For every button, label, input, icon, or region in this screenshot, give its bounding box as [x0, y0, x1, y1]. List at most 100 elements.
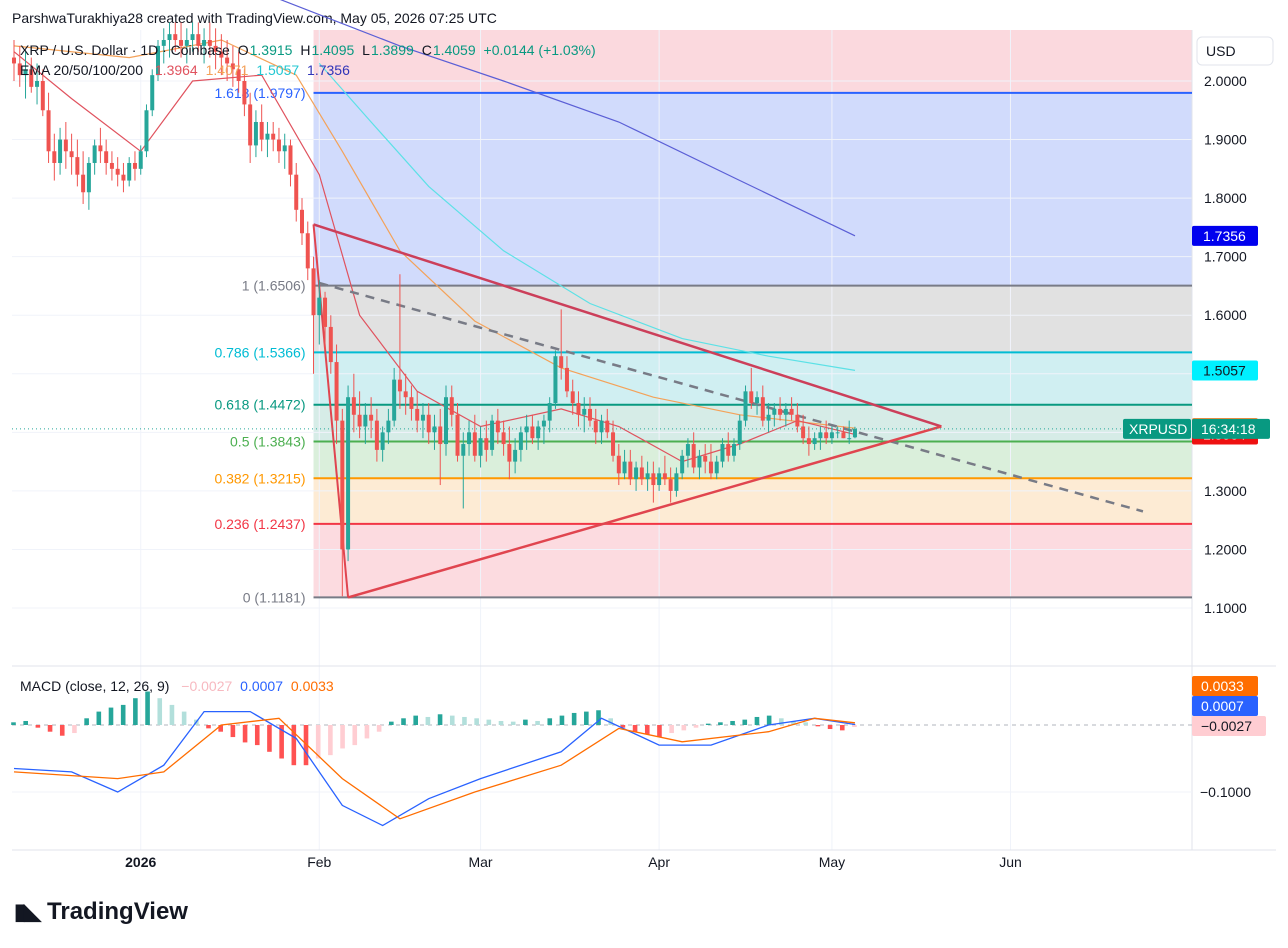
time-axis: 2026 Feb Mar Apr May Jun — [125, 854, 1022, 870]
candle-body — [415, 408, 420, 421]
time-tick-label: Feb — [307, 854, 331, 870]
candle-body — [570, 391, 575, 404]
candle-body — [812, 438, 817, 445]
candle-body — [69, 151, 74, 158]
macd-histogram-bar — [47, 725, 53, 732]
candle-body — [674, 473, 679, 491]
ema-line — [13, 39, 856, 429]
macd-histogram-bar — [462, 716, 467, 725]
candle-body — [461, 444, 466, 456]
macd-pane: −0.1000 0.0033 0.0007 −0.0027 — [11, 676, 1266, 827]
price-tick-label: 1.2000 — [1204, 541, 1247, 557]
candle-body — [386, 420, 391, 433]
macd-histogram-bar — [827, 725, 833, 730]
candle-body — [207, 40, 212, 46]
ohlc-legend: XRP / U.S. Dollar · 1D · Coinbase O1.391… — [20, 42, 600, 58]
candle-body — [363, 414, 368, 427]
fib-label: 1 (1.6506) — [242, 278, 306, 294]
macd-histogram-bar — [681, 725, 687, 731]
macd-histogram-bar — [547, 718, 553, 725]
fib-band — [313, 441, 1192, 479]
candle-body — [495, 420, 500, 433]
time-tick-label: May — [819, 854, 845, 870]
macd-histogram-bar — [644, 725, 650, 735]
macd-histogram-bar — [254, 725, 260, 746]
candle-body — [225, 57, 230, 64]
macd-tick-label: −0.1000 — [1200, 784, 1251, 800]
macd-hist-value: −0.0027 — [181, 678, 233, 694]
candle-body — [841, 432, 846, 439]
candle-body — [115, 168, 120, 175]
macd-histogram-bar — [523, 719, 528, 725]
price-tick-label: 1.3000 — [1204, 483, 1247, 499]
fib-label: 0.618 (1.4472) — [214, 397, 305, 413]
tradingview-logo[interactable]: ▮◣ TradingView — [14, 898, 188, 926]
symbol-badge — [1123, 418, 1191, 439]
fib-band — [313, 404, 1192, 442]
macd-histogram-bar — [279, 725, 284, 759]
fib-levels: 1.618 (1.9797) 1 (1.6506) 0.786 (1.5366) 0.… — [214, 85, 1192, 605]
macd-legend: MACD (close, 12, 26, 9) −0.0027 0.0007 0… — [20, 678, 338, 694]
candle-body — [772, 408, 777, 415]
candle-body — [708, 461, 713, 474]
macd-histogram-bar — [657, 725, 662, 738]
candle-body — [196, 34, 201, 46]
candle-body — [346, 397, 351, 550]
candle-body — [420, 414, 425, 421]
candle-body — [801, 426, 806, 439]
candle-body — [12, 57, 16, 64]
candle-body — [639, 467, 644, 480]
symbol-label: XRP / U.S. Dollar · 1D · Coinbase — [20, 42, 230, 58]
countdown-label: 16:34:18 — [1201, 421, 1256, 437]
fib-band — [313, 92, 1192, 286]
candle-body — [351, 397, 356, 415]
candle-body — [230, 63, 235, 70]
candle-body — [17, 63, 22, 76]
candle-body — [507, 444, 512, 462]
macd-line-value: 0.0007 — [240, 678, 283, 694]
candle-body — [749, 391, 754, 404]
macd-signal-value: 0.0033 — [290, 678, 334, 694]
open-value: 1.3915 — [249, 42, 293, 58]
candle-body — [248, 104, 253, 146]
candle-body — [132, 162, 137, 169]
candle-body — [541, 420, 546, 427]
macd-histogram-bar — [449, 715, 455, 725]
candle-body — [184, 40, 189, 46]
macd-histogram-bar — [437, 714, 443, 725]
candle-body — [685, 444, 690, 456]
countdown-badge — [1192, 418, 1270, 439]
candle-body — [616, 455, 621, 474]
candle-body — [46, 110, 51, 152]
price-axis: 2.00001.90001.80001.70001.60001.50001.40… — [1123, 36, 1274, 616]
symbol-badge-label: XRPUSD — [1129, 421, 1187, 437]
candle-body — [236, 69, 241, 81]
candle-body — [323, 297, 328, 327]
candle-body — [536, 426, 541, 439]
candle-body — [179, 40, 184, 46]
candle-body — [161, 40, 166, 46]
price-badge-label: 1.5057 — [1203, 362, 1246, 378]
candle-body — [559, 356, 564, 368]
macd-histogram-bar — [315, 725, 321, 759]
macd-value-badge — [1192, 676, 1258, 696]
macd-histogram-bar — [218, 725, 223, 732]
macd-histogram-bar — [584, 711, 589, 725]
macd-histogram-bar — [510, 721, 516, 725]
candle-body — [86, 162, 91, 193]
candle-body — [847, 438, 852, 440]
candle-body — [144, 110, 149, 152]
ema20-value: 1.3964 — [154, 62, 198, 78]
price-tick-label: 1.9000 — [1204, 132, 1247, 148]
candle-body — [795, 414, 800, 427]
macd-histogram-bar — [169, 704, 175, 725]
grid-lines — [12, 30, 1276, 851]
macd-value-badge — [1192, 716, 1266, 736]
candle-body — [611, 432, 616, 456]
candle-body — [662, 473, 667, 480]
fib-bands — [313, 30, 1192, 598]
macd-histogram-bar — [72, 725, 77, 734]
macd-histogram-bar — [754, 716, 760, 725]
macd-histogram-bar — [59, 725, 65, 736]
